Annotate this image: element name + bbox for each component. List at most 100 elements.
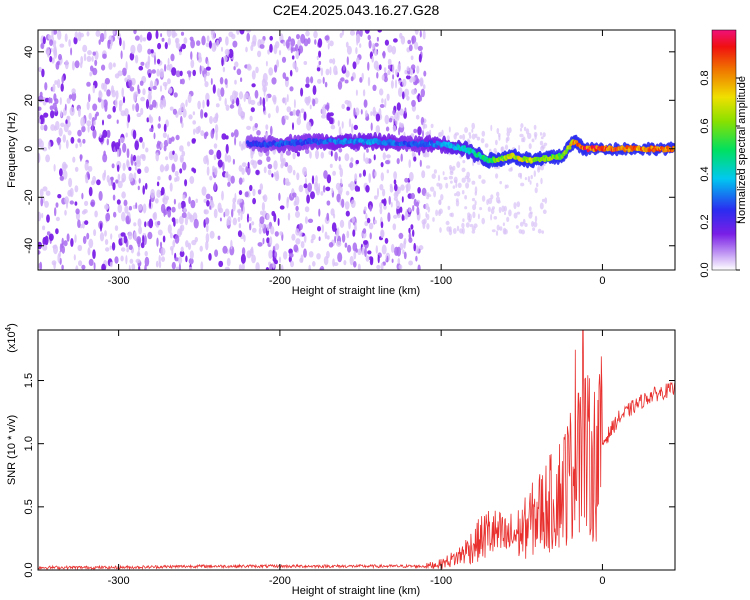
noise-speckle <box>51 260 57 266</box>
noise-speckle <box>408 159 412 169</box>
noise-speckle <box>531 138 535 143</box>
noise-speckle <box>217 202 222 213</box>
noise-speckle <box>336 240 342 247</box>
noise-speckle <box>316 67 321 72</box>
noise-speckle <box>400 153 403 162</box>
noise-speckle <box>337 120 340 127</box>
noise-speckle <box>173 153 178 163</box>
noise-speckle <box>129 52 135 61</box>
noise-speckle <box>318 208 321 217</box>
signal-core <box>434 143 438 148</box>
spectrogram-y-ticks: -40 -20 0 20 40 <box>23 46 675 254</box>
noise-speckle <box>417 45 423 52</box>
noise-speckle <box>270 125 273 136</box>
noise-speckle <box>364 30 370 34</box>
noise-speckle <box>94 210 98 218</box>
noise-speckle <box>153 211 158 221</box>
noise-speckle <box>206 35 210 42</box>
noise-speckle <box>224 152 228 162</box>
noise-speckle <box>170 53 175 62</box>
noise-speckle <box>125 61 128 71</box>
noise-speckle <box>455 198 459 203</box>
noise-speckle <box>404 107 407 114</box>
noise-speckle <box>84 200 89 206</box>
noise-speckle <box>359 43 362 48</box>
noise-speckle <box>328 242 334 248</box>
noise-speckle <box>341 198 345 208</box>
noise-speckle <box>138 178 141 184</box>
noise-speckle <box>189 36 194 41</box>
noise-speckle <box>142 88 146 96</box>
noise-speckle <box>126 148 130 159</box>
noise-speckle <box>387 44 393 53</box>
colorbar-tick-label: 0.0 <box>699 262 711 277</box>
noise-speckle <box>99 232 105 242</box>
noise-speckle <box>213 143 218 149</box>
noise-speckle <box>370 122 373 131</box>
noise-speckle <box>397 258 401 265</box>
noise-speckle <box>195 198 198 203</box>
noise-speckle <box>310 76 314 84</box>
noise-speckle <box>303 111 307 121</box>
noise-speckle <box>368 222 374 230</box>
noise-speckle <box>459 135 463 139</box>
noise-speckle <box>59 43 65 48</box>
noise-speckle <box>376 72 379 79</box>
snr-scale-exponent: 4 <box>4 326 13 331</box>
noise-speckle <box>230 132 235 138</box>
noise-speckle <box>308 264 311 270</box>
noise-speckle <box>339 219 345 228</box>
noise-speckle <box>542 209 547 215</box>
noise-speckle <box>495 139 498 146</box>
noise-speckle <box>190 199 196 209</box>
noise-speckle <box>229 245 235 256</box>
noise-speckle <box>162 235 166 243</box>
noise-speckle <box>48 233 54 241</box>
noise-speckle <box>222 245 228 254</box>
noise-speckle <box>69 200 75 205</box>
noise-speckle <box>261 222 265 229</box>
noise-speckle <box>180 31 185 36</box>
noise-speckle <box>55 216 61 222</box>
noise-speckle <box>114 98 118 108</box>
noise-speckle <box>133 222 137 227</box>
noise-speckle <box>63 240 68 247</box>
noise-speckle <box>216 149 222 160</box>
noise-speckle <box>340 178 343 187</box>
noise-speckle <box>315 175 318 184</box>
noise-speckle <box>518 145 521 151</box>
noise-speckle <box>236 68 242 76</box>
noise-speckle <box>464 195 467 200</box>
y-tick-label: 20 <box>23 94 35 106</box>
noise-speckle <box>305 76 310 85</box>
noise-speckle <box>536 182 539 188</box>
noise-speckle <box>197 100 201 110</box>
noise-speckle <box>320 67 324 77</box>
noise-speckle <box>438 208 443 215</box>
noise-speckle <box>419 78 424 86</box>
noise-speckle <box>44 200 49 208</box>
noise-speckle <box>415 255 418 262</box>
noise-speckle <box>490 213 493 221</box>
noise-speckle <box>119 137 125 143</box>
noise-speckle <box>165 163 170 171</box>
noise-speckle <box>379 88 384 96</box>
noise-speckle <box>445 182 449 189</box>
noise-speckle <box>398 87 403 97</box>
noise-speckle <box>429 186 435 192</box>
noise-speckle <box>251 83 256 88</box>
noise-speckle <box>156 189 162 198</box>
noise-speckle <box>247 161 250 169</box>
noise-speckle <box>108 179 112 187</box>
noise-speckle <box>368 173 372 184</box>
noise-speckle <box>208 40 212 49</box>
noise-speckle <box>316 253 321 260</box>
noise-speckle <box>130 44 136 55</box>
noise-speckle <box>68 177 73 188</box>
noise-speckle <box>212 84 216 94</box>
noise-speckle <box>121 191 126 199</box>
snr-scale-label: (x104) <box>4 323 18 353</box>
noise-speckle <box>38 66 42 73</box>
noise-speckle <box>381 98 384 104</box>
noise-speckle <box>174 234 180 244</box>
